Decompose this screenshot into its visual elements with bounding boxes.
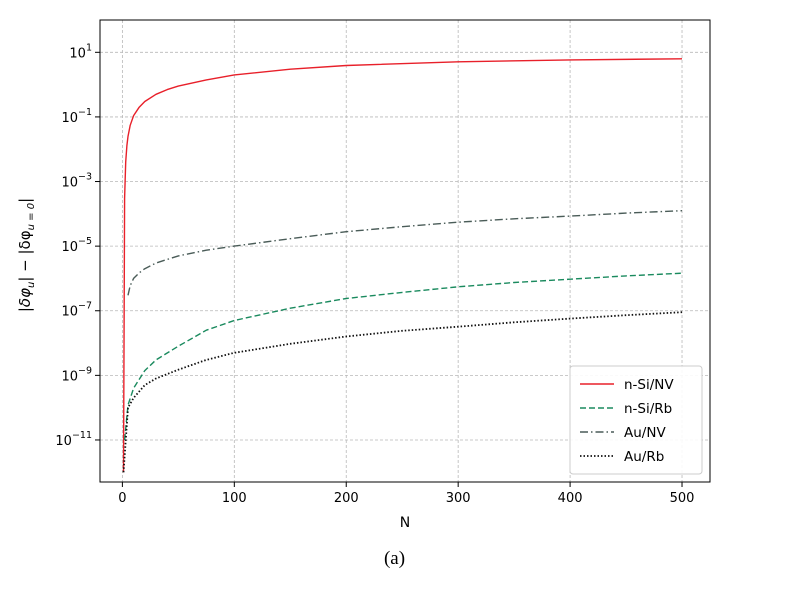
legend-label: Au/NV: [624, 425, 666, 441]
y-axis-label: |δφu| − |δφu = 0|: [16, 198, 37, 312]
legend-label: n-Si/NV: [624, 377, 674, 393]
y-tick-label: 10−5: [61, 236, 92, 255]
y-tick-label: 101: [69, 42, 92, 61]
x-tick-label: 300: [446, 491, 471, 506]
series-line-n-si-rb: [123, 272, 683, 441]
y-axis-ticks: 101 10−1 10−3 10−5 10−7 10−9 10−11: [55, 42, 100, 449]
legend-box: [569, 365, 703, 475]
legend-label: Au/Rb: [624, 449, 664, 465]
x-tick-label: 200: [334, 491, 359, 506]
x-tick-label: 0: [118, 491, 126, 506]
plot-frame: [99, 19, 711, 483]
x-tick-label: 100: [222, 491, 247, 506]
y-tick-label: 10−9: [61, 365, 92, 384]
series-line-n-si-nv: [122, 58, 683, 473]
series-line-au-nv: [127, 210, 683, 296]
series-lines: [122, 58, 683, 473]
legend-label: n-Si/Rb: [624, 401, 672, 417]
x-axis-ticks: 0 100 200 300 400 500: [118, 482, 694, 506]
legend: n-Si/NV n-Si/Rb Au/NV Au/Rb: [569, 365, 703, 475]
y-tick-label: 10−3: [61, 172, 92, 191]
x-tick-label: 500: [670, 491, 695, 506]
y-tick-label: 10−7: [61, 301, 92, 320]
x-tick-label: 400: [558, 491, 583, 506]
figure-caption: (a): [383, 548, 406, 569]
x-axis-label: N: [400, 515, 410, 531]
grid-lines: [100, 20, 710, 482]
y-tick-label: 10−1: [61, 107, 92, 126]
y-tick-label: 10−11: [55, 430, 92, 449]
